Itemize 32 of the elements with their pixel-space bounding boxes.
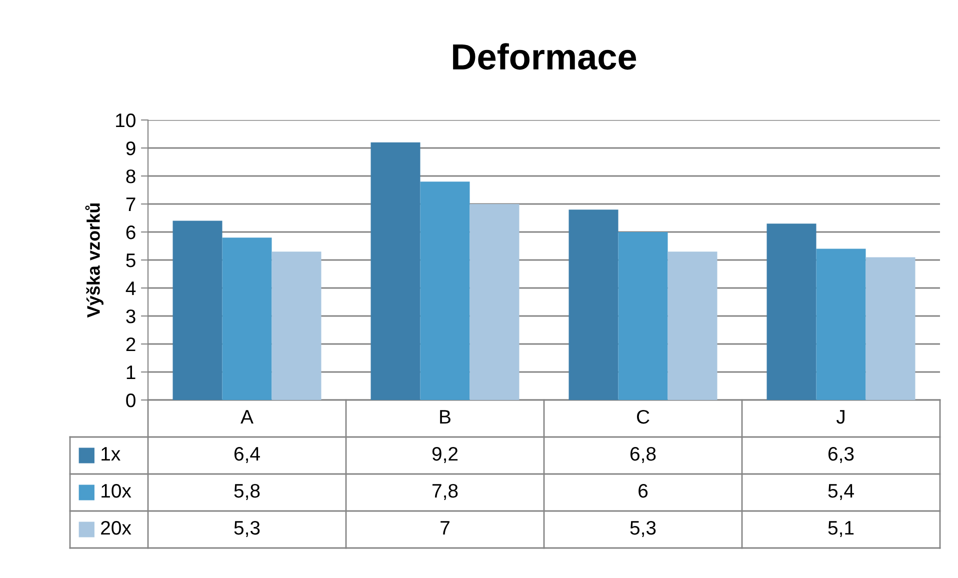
y-tick-label: 10	[116, 113, 136, 128]
y-tick-label: 1	[126, 366, 136, 380]
y-tick-label: 8	[126, 169, 136, 184]
data-label: 9,2	[432, 446, 458, 464]
x-tick-label: J	[836, 410, 844, 424]
x-tick-label: A	[240, 410, 254, 424]
data-label: 6,8	[630, 446, 656, 464]
y-tick-label: 0	[126, 393, 136, 408]
y-tick-label: 3	[126, 309, 136, 324]
data-label: 6,3	[828, 446, 854, 464]
chart-title: Deformace	[453, 43, 636, 70]
y-tick-label: 7	[126, 198, 136, 212]
legend-label: 10x	[102, 484, 132, 498]
y-tick-label: 5	[126, 254, 136, 268]
data-label: 5,3	[630, 520, 656, 538]
data-label: 5,4	[828, 484, 854, 500]
y-tick-label: 2	[126, 337, 136, 352]
y-tick-label: 9	[126, 141, 136, 156]
data-label: 5,3	[234, 520, 260, 538]
legend-label: 1x	[102, 447, 120, 461]
data-label: 7	[440, 521, 450, 535]
x-tick-label: C	[636, 410, 650, 424]
legend-label: 20x	[101, 520, 132, 535]
data-label: 6,4	[234, 446, 260, 464]
data-label: 7,8	[432, 484, 458, 500]
y-tick-label: 4	[126, 282, 136, 296]
data-label: 6	[638, 484, 648, 498]
y-axis-title: Výška vzorků	[85, 203, 104, 318]
y-tick-label: 6	[126, 225, 136, 240]
data-label: 5,8	[234, 484, 260, 500]
data-label: 5,1	[828, 521, 854, 538]
x-tick-label: B	[440, 410, 450, 424]
